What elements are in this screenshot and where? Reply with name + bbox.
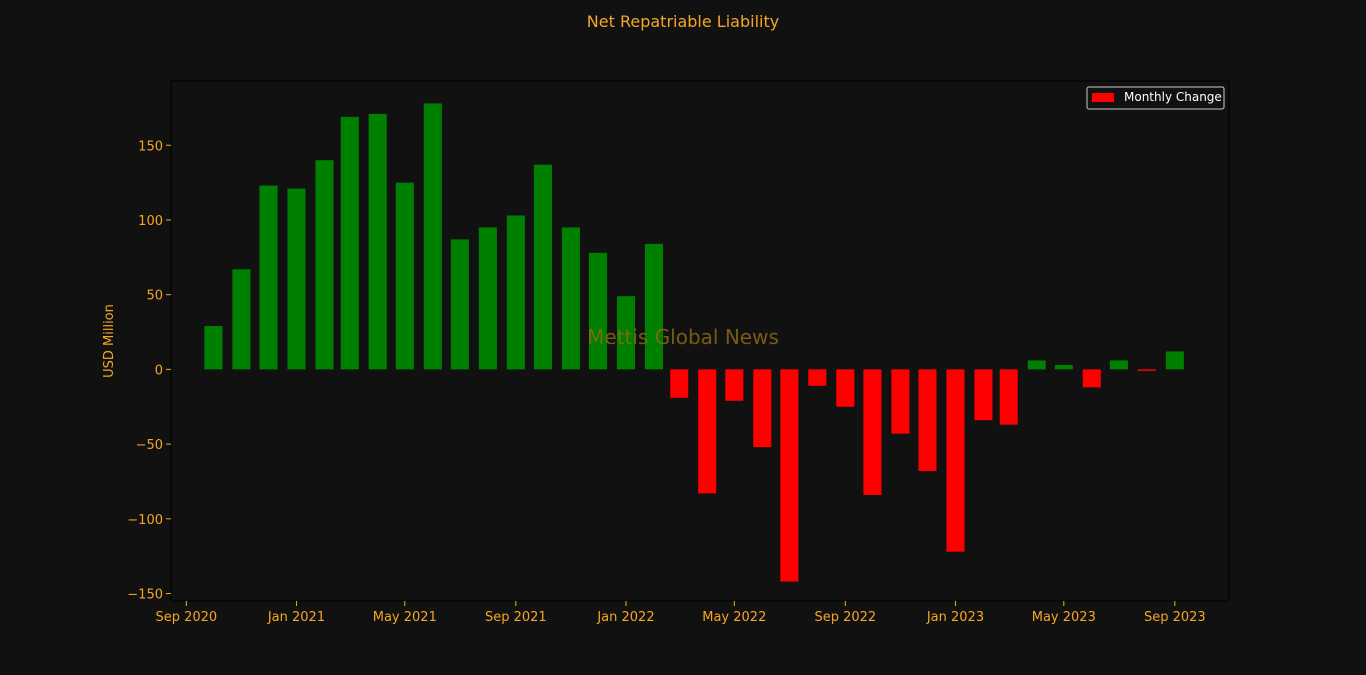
bar xyxy=(232,269,251,370)
bar xyxy=(287,188,306,370)
bar xyxy=(1165,351,1184,370)
bar xyxy=(891,369,910,434)
bar xyxy=(204,326,223,370)
legend: Monthly Change xyxy=(1086,86,1225,110)
bar xyxy=(698,369,717,494)
x-tick-label: May 2023 xyxy=(1032,610,1096,625)
legend-swatch xyxy=(1092,93,1114,102)
x-tick-label: Sep 2023 xyxy=(1144,610,1206,625)
bar xyxy=(1027,360,1046,370)
y-tick-label: 150 xyxy=(138,139,163,154)
x-tick-label: Jan 2022 xyxy=(596,610,654,625)
y-tick-label: 50 xyxy=(146,289,163,304)
bar xyxy=(478,227,497,370)
bar xyxy=(974,369,993,421)
x-tick-label: Jan 2021 xyxy=(267,610,325,625)
bar xyxy=(1137,369,1156,371)
y-axis: −150 −100 −50 0 50 100 150 xyxy=(127,139,171,603)
bar xyxy=(670,369,689,398)
bar xyxy=(836,369,855,407)
bar xyxy=(506,215,525,370)
bar xyxy=(315,160,334,370)
x-tick-label: Sep 2020 xyxy=(155,610,217,625)
bar xyxy=(918,369,937,471)
x-tick-label: Jan 2023 xyxy=(926,610,984,625)
y-tick-label: 0 xyxy=(155,363,163,378)
bar xyxy=(1054,364,1073,370)
bar xyxy=(340,116,359,370)
bar xyxy=(450,239,469,370)
bar xyxy=(808,369,827,386)
bar xyxy=(561,227,580,370)
bar xyxy=(259,185,278,370)
watermark: Mettis Global News xyxy=(587,325,779,349)
bar xyxy=(725,369,744,401)
bars-group xyxy=(204,103,1184,582)
y-tick-label: −150 xyxy=(127,588,163,603)
y-tick-label: 100 xyxy=(138,214,163,229)
bar xyxy=(533,164,552,370)
chart-title: Net Repatriable Liability xyxy=(587,12,779,31)
y-axis-label: USD Million xyxy=(102,304,117,378)
bar xyxy=(1082,369,1101,388)
bar xyxy=(644,243,663,370)
bar xyxy=(616,296,636,370)
y-tick-label: −50 xyxy=(136,438,163,453)
legend-label: Monthly Change xyxy=(1124,90,1222,104)
x-tick-label: May 2022 xyxy=(702,610,766,625)
legend-box xyxy=(1086,86,1225,110)
bar xyxy=(863,369,882,495)
bar xyxy=(423,103,442,370)
x-tick-label: Sep 2021 xyxy=(485,610,547,625)
bar xyxy=(368,113,387,370)
x-tick-label: May 2021 xyxy=(373,610,437,625)
bar xyxy=(588,252,608,370)
bar xyxy=(946,369,965,552)
y-tick-label: −100 xyxy=(127,513,163,528)
bar xyxy=(395,182,414,370)
bar xyxy=(753,369,772,448)
bar xyxy=(999,369,1018,425)
x-axis: Sep 2020 Jan 2021 May 2021 Sep 2021 Jan 2022… xyxy=(155,601,1206,625)
x-tick-label: Sep 2022 xyxy=(814,610,876,625)
bar xyxy=(780,369,799,582)
bar xyxy=(1109,360,1128,370)
